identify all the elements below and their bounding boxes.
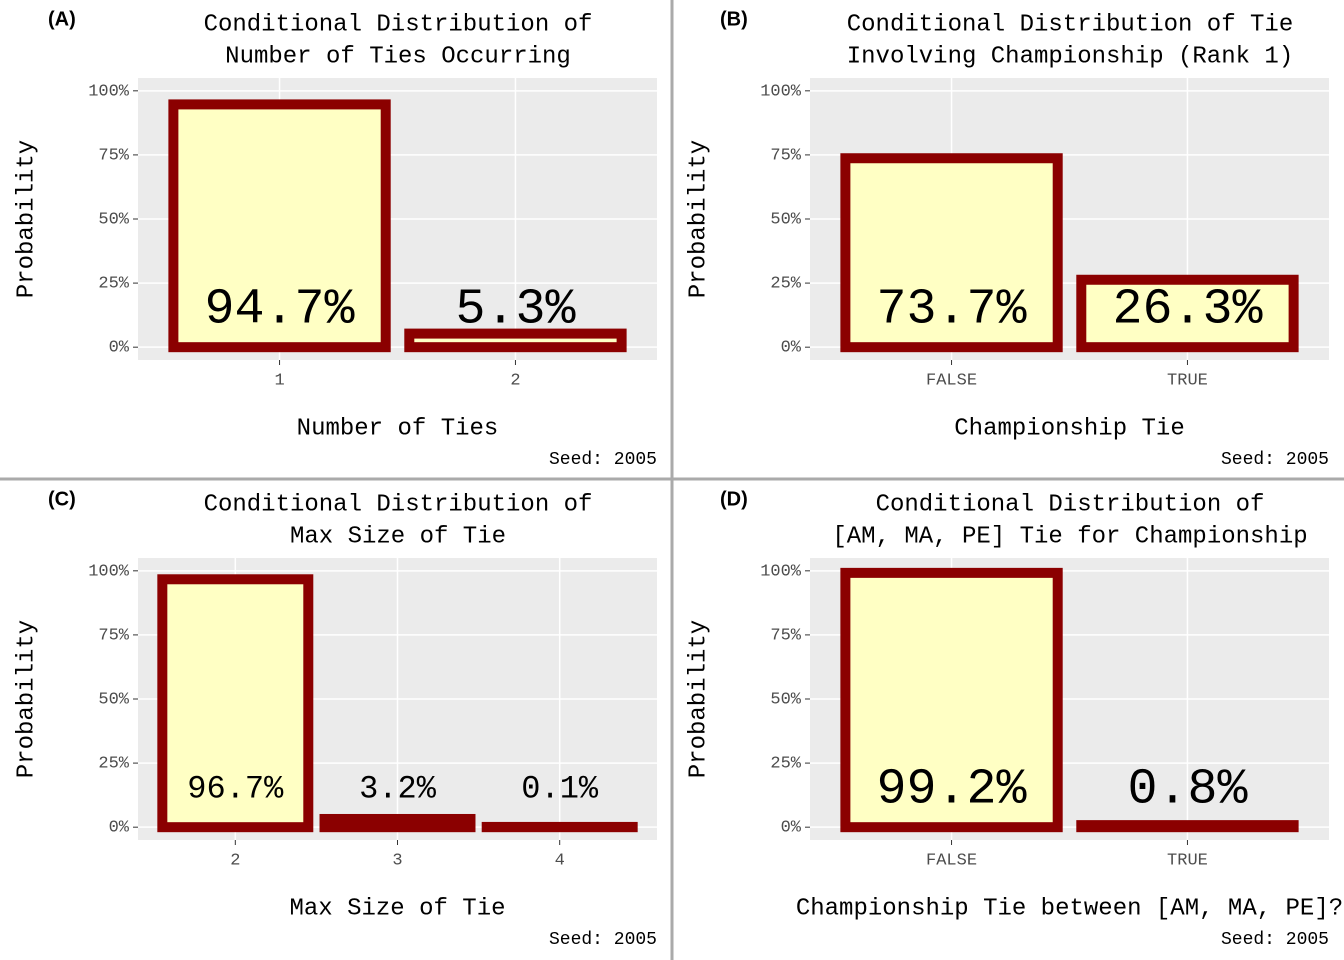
x-axis-label: Number of Ties <box>297 415 499 442</box>
y-tick-label: 25% <box>770 275 801 294</box>
panel-label: (A) <box>48 8 76 30</box>
y-axis-label: Probability <box>685 140 712 298</box>
caption: Seed: 2005 <box>549 930 657 950</box>
y-tick-label: 75% <box>770 626 801 645</box>
panel: (B) Conditional Distribution of Tie Involv… <box>685 8 1329 470</box>
x-tick-label: 2 <box>230 851 240 870</box>
bar <box>157 574 314 833</box>
panel: (C) Conditional Distribution of Max Size o… <box>13 488 657 950</box>
chart-title: Conditional Distribution of Tie <box>847 11 1293 38</box>
x-tick-label: 1 <box>274 371 284 390</box>
y-tick-label: 100% <box>760 562 802 581</box>
y-axis-label: Probability <box>13 620 40 778</box>
value-label: 5.3% <box>455 281 576 338</box>
x-tick-label: 2 <box>510 371 520 390</box>
y-tick-label: 75% <box>98 146 129 165</box>
chart-title: [AM, MA, PE] Tie for Championship <box>832 523 1307 550</box>
y-axis-label: Probability <box>13 140 40 298</box>
value-label: 3.2% <box>359 771 437 808</box>
x-tick-label: TRUE <box>1167 851 1208 870</box>
panel: (D) Conditional Distribution of [AM, MA, P… <box>685 488 1343 949</box>
value-label: 0.8% <box>1127 761 1248 818</box>
y-tick-label: 100% <box>88 82 130 101</box>
y-tick-label: 25% <box>770 755 801 774</box>
chart-title: Involving Championship (Rank 1) <box>847 43 1293 70</box>
value-label: 73.7% <box>877 281 1028 338</box>
y-tick-label: 0% <box>781 339 802 358</box>
x-axis-label: Championship Tie between [AM, MA, PE]? <box>796 895 1343 922</box>
chart-title: Conditional Distribution of <box>204 491 593 518</box>
y-tick-label: 0% <box>781 819 802 838</box>
x-tick-label: FALSE <box>926 371 977 390</box>
chart-title: Number of Ties Occurring <box>225 43 571 70</box>
y-axis-label: Probability <box>685 620 712 778</box>
chart-title: Conditional Distribution of <box>204 11 593 38</box>
x-tick-label: TRUE <box>1167 371 1208 390</box>
panel-label: (D) <box>720 488 748 510</box>
bar <box>168 99 391 353</box>
panel-label: (C) <box>48 488 76 510</box>
bar <box>404 328 627 353</box>
y-tick-label: 50% <box>98 210 129 229</box>
chart-title: Conditional Distribution of <box>876 491 1265 518</box>
y-tick-label: 50% <box>770 210 801 229</box>
y-tick-label: 50% <box>770 690 801 709</box>
panel-label: (B) <box>720 8 748 30</box>
y-tick-label: 0% <box>109 339 130 358</box>
value-label: 94.7% <box>205 281 356 338</box>
value-label: 96.7% <box>187 771 284 808</box>
value-label: 99.2% <box>877 761 1028 818</box>
y-tick-label: 25% <box>98 275 129 294</box>
bar <box>1076 274 1299 353</box>
y-tick-label: 75% <box>770 146 801 165</box>
value-label: 26.3% <box>1112 281 1263 338</box>
y-tick-label: 100% <box>88 562 130 581</box>
caption: Seed: 2005 <box>549 450 657 470</box>
x-tick-label: 4 <box>555 851 565 870</box>
bar <box>840 567 1063 833</box>
caption: Seed: 2005 <box>1221 450 1329 470</box>
chart-title: Max Size of Tie <box>290 523 506 550</box>
x-tick-label: FALSE <box>926 851 977 870</box>
y-tick-label: 0% <box>109 819 130 838</box>
x-axis-label: Max Size of Tie <box>289 895 505 922</box>
y-tick-label: 100% <box>760 82 802 101</box>
x-tick-label: 3 <box>392 851 402 870</box>
y-tick-label: 25% <box>98 755 129 774</box>
panel: (A) Conditional Distribution of Number of … <box>13 8 657 470</box>
bar <box>319 813 476 833</box>
y-tick-label: 50% <box>98 690 129 709</box>
caption: Seed: 2005 <box>1221 930 1329 950</box>
x-axis-label: Championship Tie <box>954 415 1184 442</box>
value-label: 0.1% <box>521 771 599 808</box>
y-tick-label: 75% <box>98 626 129 645</box>
bar <box>1076 820 1299 833</box>
bar <box>840 153 1063 353</box>
